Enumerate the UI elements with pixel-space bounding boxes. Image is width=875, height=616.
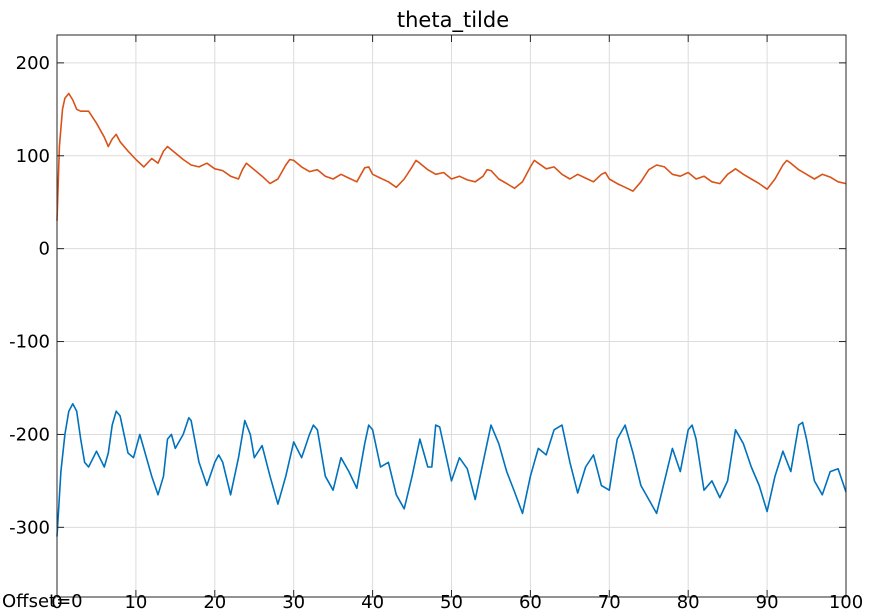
x-tick-label: 70 [598,592,621,613]
x-tick-label: 0 [51,592,62,613]
x-tick-label: 100 [829,592,863,613]
x-tick-label: 80 [677,592,700,613]
x-tick-label: 10 [124,592,147,613]
y-tick-label: 0 [39,239,50,260]
x-tick-label: 40 [361,592,384,613]
series-group [56,92,847,537]
grid [56,35,847,597]
series-line-1 [56,92,847,221]
axis-ticks [56,35,847,597]
y-tick-label: -300 [9,517,50,538]
y-tick-label: 100 [16,146,50,167]
chart-title: theta_tilde [397,8,509,33]
series-line-2 [56,402,847,537]
x-tick-label: 50 [440,592,463,613]
y-tick-label: -200 [9,424,50,445]
x-tick-label: 90 [756,592,779,613]
x-tick-label: 20 [203,592,226,613]
x-tick-label: 30 [282,592,305,613]
y-tick-label: 200 [16,53,50,74]
y-tick-label: -100 [9,332,50,353]
tick-labels: 0 10 20 30 40 50 60 70 80 90 100 -300 -200 -100 0 100 20… [9,53,863,613]
x-tick-label: 60 [519,592,542,613]
offset-label: Offset=0 [2,591,83,612]
